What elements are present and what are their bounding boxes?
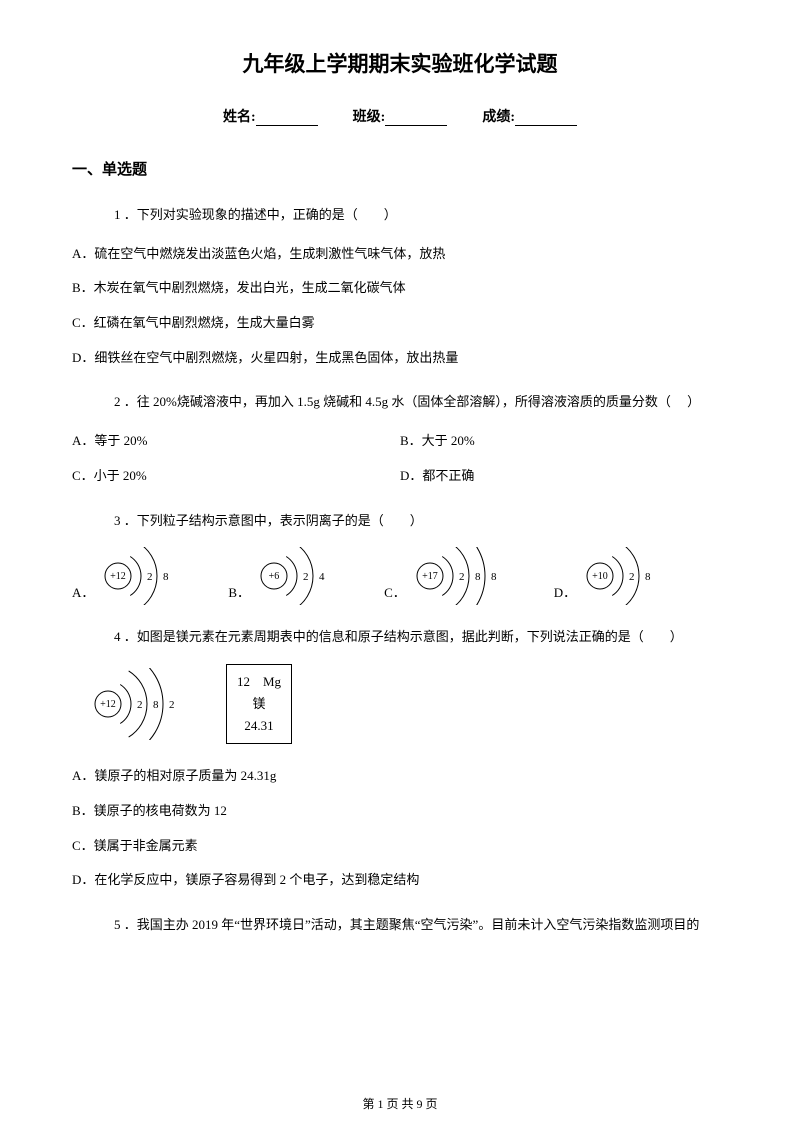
svg-text:8: 8: [163, 571, 169, 583]
q2-opt-b: B．大于 20%: [400, 429, 728, 454]
atom-diagram-b: +6 24: [256, 547, 354, 605]
svg-text:2: 2: [147, 571, 153, 583]
q3-diagrams: A． +1228 B． +624 C． +17288 D． +1028: [72, 547, 728, 605]
svg-text:+12: +12: [100, 699, 116, 710]
element-line1: 12 Mg: [237, 671, 281, 693]
q3-opt-c-label: C．: [384, 581, 406, 606]
question-3: 3 ．下列粒子结构示意图中，表示阴离子的是（ ） A． +1228 B． +62…: [72, 509, 728, 606]
q4-opt-a: A．镁原子的相对原子质量为 24.31g: [72, 764, 728, 789]
class-blank[interactable]: [385, 112, 447, 126]
svg-text:+6: +6: [269, 571, 280, 582]
atom-diagram-mg: +12 282: [90, 668, 210, 740]
page-footer: 第 1 页 共 9 页: [0, 1095, 800, 1112]
q1-opt-c: C．红磷在氧气中剧烈燃烧，生成大量白雾: [72, 311, 728, 336]
q2-stem: 2 ．往 20%烧碱溶液中，再加入 1.5g 烧碱和 4.5g 水（固体全部溶解…: [72, 390, 728, 415]
score-label: 成绩:: [482, 110, 515, 125]
name-blank[interactable]: [256, 112, 318, 126]
question-1: 1 ．下列对实验现象的描述中，正确的是（ ） A．硫在空气中燃烧发出淡蓝色火焰，…: [72, 203, 728, 370]
q3-opt-b-label: B．: [228, 581, 250, 606]
q4-figures: +12 282 12 Mg 镁 24.31: [90, 664, 728, 744]
name-label: 姓名:: [223, 110, 256, 125]
svg-text:4: 4: [319, 571, 325, 583]
atom-diagram-a: +12 28: [100, 547, 198, 605]
q1-opt-d: D．细铁丝在空气中剧烈燃烧，火星四射，生成黑色固体，放出热量: [72, 346, 728, 371]
score-blank[interactable]: [515, 112, 577, 126]
q2-opt-d: D．都不正确: [400, 464, 728, 489]
class-label: 班级:: [353, 110, 386, 125]
svg-text:2: 2: [303, 571, 309, 583]
q1-stem: 1 ．下列对实验现象的描述中，正确的是（ ）: [72, 203, 728, 228]
q4-stem: 4 ．如图是镁元素在元素周期表中的信息和原子结构示意图，据此判断，下列说法正确的…: [72, 625, 728, 650]
svg-text:2: 2: [137, 699, 143, 711]
svg-text:2: 2: [629, 571, 635, 583]
q3-opt-d-label: D．: [554, 581, 576, 606]
section-1-title: 一、单选题: [72, 158, 728, 179]
q3-opt-a-label: A．: [72, 581, 94, 606]
q1-opt-b: B．木炭在氧气中剧烈燃烧，发出白光，生成二氧化碳气体: [72, 276, 728, 301]
question-4: 4 ．如图是镁元素在元素周期表中的信息和原子结构示意图，据此判断，下列说法正确的…: [72, 625, 728, 893]
svg-text:8: 8: [491, 571, 497, 583]
q1-opt-a: A．硫在空气中燃烧发出淡蓝色火焰，生成刺激性气味气体，放热: [72, 242, 728, 267]
atom-diagram-d: +10 28: [582, 547, 680, 605]
question-5: 5 ．我国主办 2019 年“世界环境日”活动，其主题聚焦“空气污染”。目前未计…: [72, 913, 728, 938]
periodic-element-box: 12 Mg 镁 24.31: [226, 664, 292, 744]
atom-diagram-c: +17288: [412, 547, 524, 605]
svg-text:+17: +17: [422, 571, 438, 582]
element-line3: 24.31: [237, 715, 281, 737]
element-line2: 镁: [237, 693, 281, 715]
q3-stem: 3 ．下列粒子结构示意图中，表示阴离子的是（ ）: [72, 509, 728, 534]
student-info-line: 姓名: 班级: 成绩:: [72, 106, 728, 126]
q5-stem: 5 ．我国主办 2019 年“世界环境日”活动，其主题聚焦“空气污染”。目前未计…: [72, 913, 728, 938]
svg-text:8: 8: [645, 571, 651, 583]
q4-opt-b: B．镁原子的核电荷数为 12: [72, 799, 728, 824]
svg-text:+12: +12: [111, 571, 127, 582]
q4-opt-c: C．镁属于非金属元素: [72, 834, 728, 859]
page-title: 九年级上学期期末实验班化学试题: [72, 48, 728, 78]
q4-opt-d: D．在化学反应中，镁原子容易得到 2 个电子，达到稳定结构: [72, 868, 728, 893]
svg-text:2: 2: [169, 699, 175, 711]
svg-text:8: 8: [153, 699, 159, 711]
svg-text:8: 8: [475, 571, 481, 583]
svg-text:+10: +10: [592, 571, 608, 582]
question-2: 2 ．往 20%烧碱溶液中，再加入 1.5g 烧碱和 4.5g 水（固体全部溶解…: [72, 390, 728, 488]
svg-text:2: 2: [459, 571, 465, 583]
q2-opt-a: A．等于 20%: [72, 429, 400, 454]
q2-opt-c: C．小于 20%: [72, 464, 400, 489]
